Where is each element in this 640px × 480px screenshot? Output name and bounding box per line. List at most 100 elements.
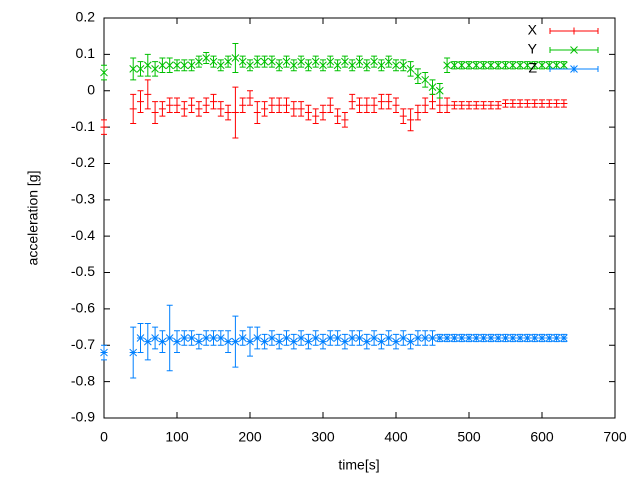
error-bar <box>458 101 466 110</box>
error-bar <box>195 101 203 117</box>
error-bar <box>479 61 488 70</box>
y-tick-label: -0.3 <box>71 191 95 207</box>
error-bar <box>137 90 144 114</box>
error-bar <box>355 330 364 346</box>
error-bar <box>341 333 349 350</box>
error-bar <box>304 333 313 350</box>
error-bar <box>231 86 239 139</box>
error-bar <box>538 99 546 108</box>
error-bar <box>435 82 444 99</box>
error-bar <box>209 330 218 346</box>
error-bar <box>158 57 167 74</box>
error-bar <box>143 53 152 77</box>
y-tick-label: -0.9 <box>71 409 95 425</box>
error-bar <box>195 333 203 350</box>
error-bar <box>231 315 240 368</box>
error-bar <box>450 333 459 343</box>
error-bar <box>136 61 145 77</box>
error-bar <box>100 64 108 81</box>
x-tick-label: 700 <box>603 429 627 445</box>
error-bar <box>457 333 466 343</box>
error-bar <box>472 61 481 70</box>
error-bar <box>334 108 342 124</box>
error-bar <box>297 101 305 117</box>
error-bar <box>348 93 356 110</box>
error-bar <box>275 97 283 114</box>
error-bar <box>516 61 524 70</box>
error-bar <box>363 97 371 114</box>
error-bar <box>370 55 378 68</box>
error-bar <box>465 101 473 110</box>
legend-sample <box>549 27 599 35</box>
error-bar <box>487 101 495 110</box>
error-bar <box>129 93 137 124</box>
error-bar <box>545 99 553 108</box>
error-bar <box>253 326 262 350</box>
error-bar <box>523 61 532 70</box>
error-bar <box>173 330 181 354</box>
error-bar <box>406 333 415 350</box>
x-tick-label: 400 <box>384 429 408 445</box>
error-bar <box>304 59 313 72</box>
x-tick-label: 100 <box>165 429 189 445</box>
error-bar <box>538 61 546 70</box>
error-bar <box>188 97 196 114</box>
y-tick-label: 0.2 <box>76 9 96 25</box>
error-bar <box>253 55 262 68</box>
error-bar <box>429 93 436 110</box>
error-bar <box>268 330 276 346</box>
legend-sample <box>549 65 599 73</box>
error-bar <box>311 330 320 346</box>
error-bar <box>450 61 459 70</box>
error-bar <box>348 330 357 346</box>
error-bar <box>465 61 473 70</box>
error-bar <box>173 59 181 72</box>
error-bar <box>560 333 568 343</box>
error-bar <box>407 108 415 132</box>
error-bar <box>443 97 451 114</box>
legend-label: X <box>528 22 538 38</box>
error-bar <box>180 330 189 346</box>
error-bar <box>428 330 437 346</box>
y-tick-label: -0.2 <box>71 154 95 170</box>
error-bar <box>304 104 312 121</box>
error-bar <box>538 333 546 343</box>
error-bar <box>217 101 225 117</box>
error-bar <box>362 333 371 350</box>
error-bar <box>494 333 503 343</box>
error-bar <box>253 101 261 124</box>
error-bar <box>143 322 152 361</box>
error-bar <box>202 52 211 64</box>
error-bar <box>289 59 298 72</box>
error-bar <box>530 333 539 343</box>
y-tick-label: -0.7 <box>71 336 95 352</box>
error-bar <box>355 55 364 68</box>
error-bar <box>231 42 240 74</box>
x-tick-label: 0 <box>100 429 108 445</box>
error-bar <box>406 61 415 77</box>
error-bar <box>165 57 174 74</box>
x-tick-label: 300 <box>311 429 335 445</box>
error-bar <box>370 97 378 114</box>
error-bar <box>450 101 458 110</box>
error-bar <box>180 101 188 117</box>
error-bar <box>516 99 524 108</box>
error-bar <box>246 59 254 72</box>
error-bar <box>465 333 473 343</box>
error-bar <box>502 99 509 108</box>
error-bar <box>297 55 305 68</box>
error-bar <box>385 93 393 110</box>
x-tick-label: 200 <box>238 429 262 445</box>
error-bar <box>100 119 108 135</box>
error-bar <box>362 59 371 72</box>
error-bar <box>151 326 159 350</box>
error-bar <box>202 330 211 346</box>
error-bar <box>553 99 561 108</box>
error-bar <box>290 101 298 117</box>
error-bar <box>100 344 108 361</box>
error-bar <box>399 108 407 124</box>
error-bar <box>216 59 225 72</box>
error-bar <box>129 57 138 81</box>
error-bar <box>261 101 269 117</box>
